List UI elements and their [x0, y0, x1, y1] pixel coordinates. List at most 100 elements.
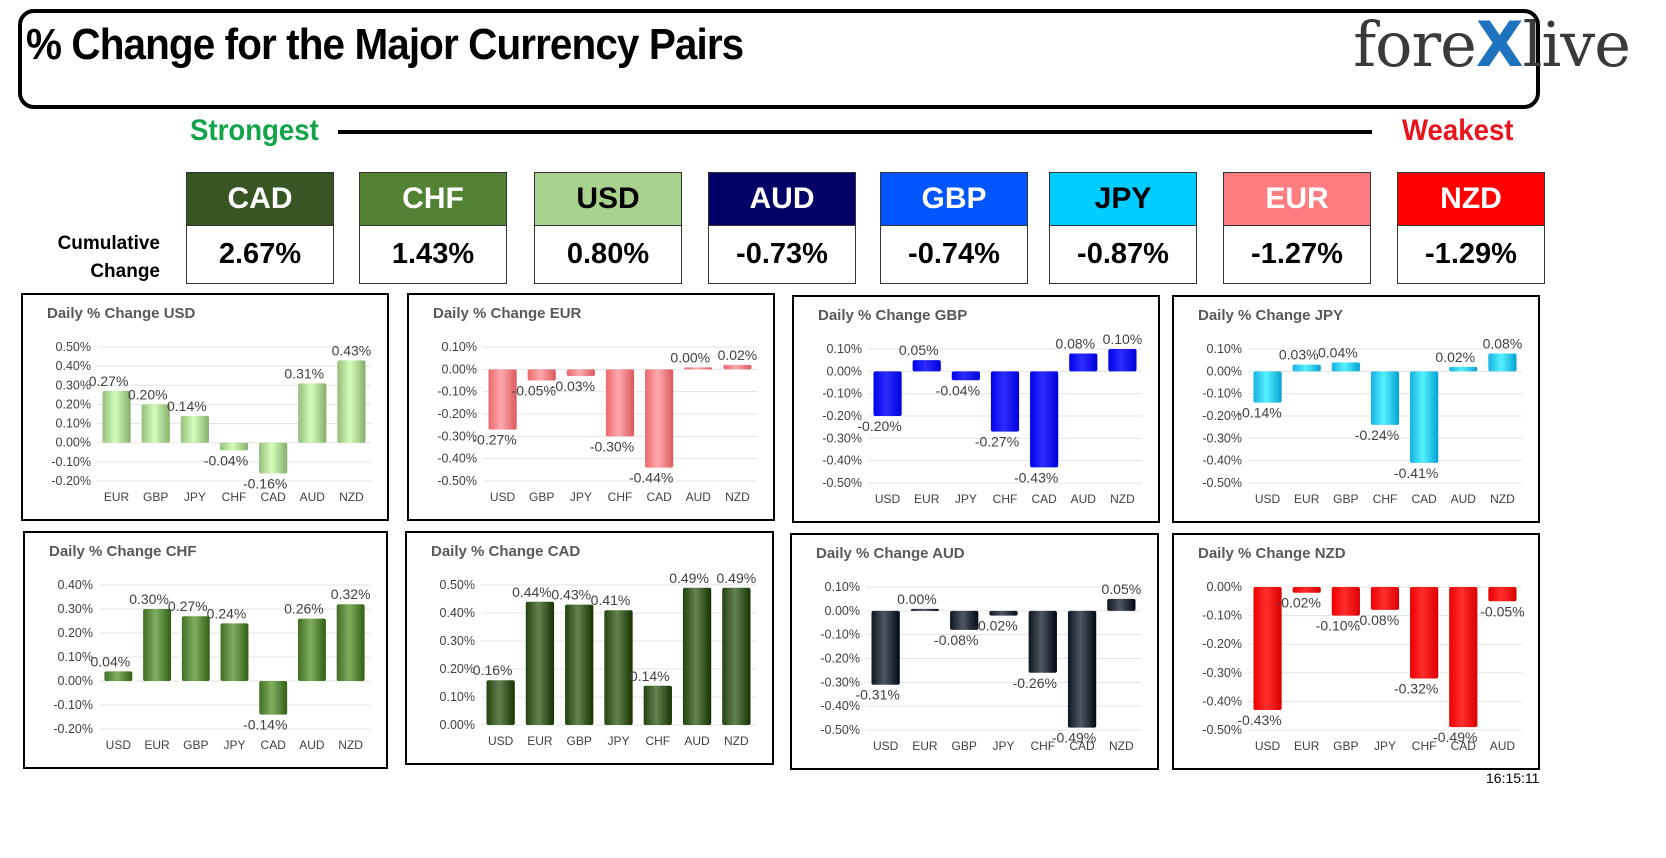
- data-label: -0.31%: [855, 687, 899, 703]
- y-tick-label: 0.10%: [825, 580, 860, 594]
- y-tick-label: 0.10%: [58, 650, 93, 664]
- bar-cad: [645, 369, 674, 468]
- x-tick-label: CHF: [1030, 739, 1055, 753]
- bar-chf: [605, 369, 635, 437]
- data-label: 0.04%: [1318, 344, 1358, 360]
- data-label: 0.30%: [129, 591, 169, 607]
- currency-code: JPY: [1050, 173, 1196, 226]
- y-tick-label: 0.50%: [56, 340, 91, 354]
- currency-code: AUD: [709, 173, 855, 226]
- x-tick-label: EUR: [1294, 739, 1320, 753]
- bar-eur: [1292, 587, 1321, 593]
- data-label: 0.10%: [1103, 331, 1143, 347]
- data-label: 0.31%: [284, 365, 324, 381]
- x-tick-label: CAD: [1031, 492, 1057, 506]
- data-label: 0.27%: [168, 598, 208, 614]
- chart-title: Daily % Change EUR: [433, 305, 582, 322]
- data-label: -0.14%: [1237, 405, 1281, 421]
- cumulative-change-value: 0.80%: [535, 226, 681, 283]
- x-tick-label: CHF: [222, 490, 247, 504]
- cumulative-change-label: Cumulative Change: [50, 230, 160, 286]
- x-tick-label: CHF: [993, 492, 1018, 506]
- daily-change-chart-aud: Daily % Change AUD 0.10% 0.00% -0.10% -0.20%…: [790, 533, 1159, 770]
- y-tick-label: -0.20%: [53, 722, 93, 736]
- y-tick-label: 0.00%: [825, 604, 860, 618]
- cumulative-change-value: -0.73%: [709, 226, 855, 283]
- x-tick-label: JPY: [955, 492, 977, 506]
- x-tick-label: NZD: [725, 490, 750, 504]
- data-label: 0.44%: [512, 584, 552, 600]
- currency-card-nzd: NZD -1.29%: [1397, 172, 1545, 284]
- x-tick-label: AUD: [684, 734, 710, 748]
- bar-gbp: [141, 404, 170, 443]
- y-tick-label: -0.50%: [1202, 723, 1242, 737]
- data-label: 0.00%: [670, 349, 710, 365]
- y-tick-label: -0.20%: [820, 652, 860, 666]
- x-tick-label: CHF: [1412, 739, 1437, 753]
- data-label: -0.43%: [1237, 712, 1281, 728]
- y-tick-label: -0.50%: [1202, 476, 1242, 490]
- bar-aud: [1069, 353, 1098, 372]
- x-tick-label: USD: [490, 490, 516, 504]
- data-label: 0.14%: [630, 668, 670, 684]
- data-label: 0.43%: [551, 587, 591, 603]
- bar-nzd: [1488, 353, 1517, 372]
- data-label: -0.02%: [1277, 595, 1321, 611]
- bar-chart-svg: 0.10% 0.00% -0.10% -0.20% -0.30% -0.40% -0.50%…: [820, 580, 1142, 753]
- data-label: -0.02%: [973, 618, 1017, 634]
- strongest-label: Strongest: [190, 114, 319, 147]
- data-label: -0.16%: [243, 475, 287, 491]
- bar-cad: [259, 442, 288, 474]
- data-label: 0.05%: [1102, 581, 1142, 597]
- currency-card-aud: AUD -0.73%: [708, 172, 856, 284]
- chart-title: Daily % Change USD: [47, 305, 196, 322]
- y-tick-label: -0.10%: [51, 455, 91, 469]
- data-label: -0.08%: [934, 632, 978, 648]
- bar-chart-svg: 0.00% -0.10% -0.20% -0.30% -0.40% -0.50%-0.43…: [1202, 580, 1524, 753]
- cumulative-change-value: -0.87%: [1050, 226, 1196, 283]
- data-label: 0.49%: [717, 570, 757, 586]
- y-tick-label: -0.40%: [820, 699, 860, 713]
- data-label: 0.04%: [91, 653, 131, 669]
- daily-change-chart-jpy: Daily % Change JPY 0.10% 0.00% -0.10% -0.20%…: [1172, 295, 1540, 523]
- data-label: 0.32%: [331, 586, 371, 602]
- data-label: 0.02%: [1435, 349, 1475, 365]
- y-tick-label: -0.40%: [1202, 694, 1242, 708]
- x-tick-label: CAD: [1411, 492, 1437, 506]
- data-label: -0.44%: [629, 470, 673, 486]
- bar-chf: [990, 371, 1020, 432]
- currency-card-gbp: GBP -0.74%: [880, 172, 1028, 284]
- y-tick-label: -0.30%: [1202, 666, 1242, 680]
- bar-jpy: [566, 369, 595, 377]
- x-tick-label: NZD: [338, 738, 363, 752]
- daily-change-chart-gbp: Daily % Change GBP 0.10% 0.00% -0.10% -0.20%…: [792, 295, 1160, 523]
- y-tick-label: -0.20%: [1202, 409, 1242, 423]
- bar-eur: [910, 608, 940, 611]
- x-tick-label: USD: [873, 739, 899, 753]
- data-label: 0.24%: [207, 605, 247, 621]
- y-tick-label: -0.50%: [822, 476, 862, 490]
- bar-aud: [1488, 587, 1517, 602]
- x-tick-label: AUD: [1451, 492, 1477, 506]
- currency-card-eur: EUR -1.27%: [1223, 172, 1371, 284]
- y-tick-label: 0.20%: [56, 397, 91, 411]
- x-tick-label: EUR: [914, 492, 940, 506]
- y-tick-label: -0.30%: [822, 431, 862, 445]
- cumulative-label-line2: Change: [90, 261, 160, 282]
- y-tick-label: -0.40%: [437, 452, 477, 466]
- currency-code: GBP: [881, 173, 1027, 226]
- logo-x-mark: X: [1475, 8, 1524, 81]
- currency-code: NZD: [1398, 173, 1544, 226]
- y-tick-label: 0.50%: [440, 578, 475, 592]
- x-tick-label: CAD: [260, 490, 286, 504]
- x-tick-label: GBP: [567, 734, 592, 748]
- chart-title: Daily % Change AUD: [816, 545, 965, 562]
- page-title: % Change for the Major Currency Pairs: [26, 20, 744, 69]
- bar-usd: [1253, 587, 1282, 710]
- x-tick-label: CAD: [261, 738, 287, 752]
- y-tick-label: 0.40%: [58, 578, 93, 592]
- cumulative-change-value: -1.27%: [1224, 226, 1370, 283]
- bar-chf: [643, 685, 672, 725]
- bar-usd: [488, 369, 517, 430]
- bar-aud: [682, 587, 712, 725]
